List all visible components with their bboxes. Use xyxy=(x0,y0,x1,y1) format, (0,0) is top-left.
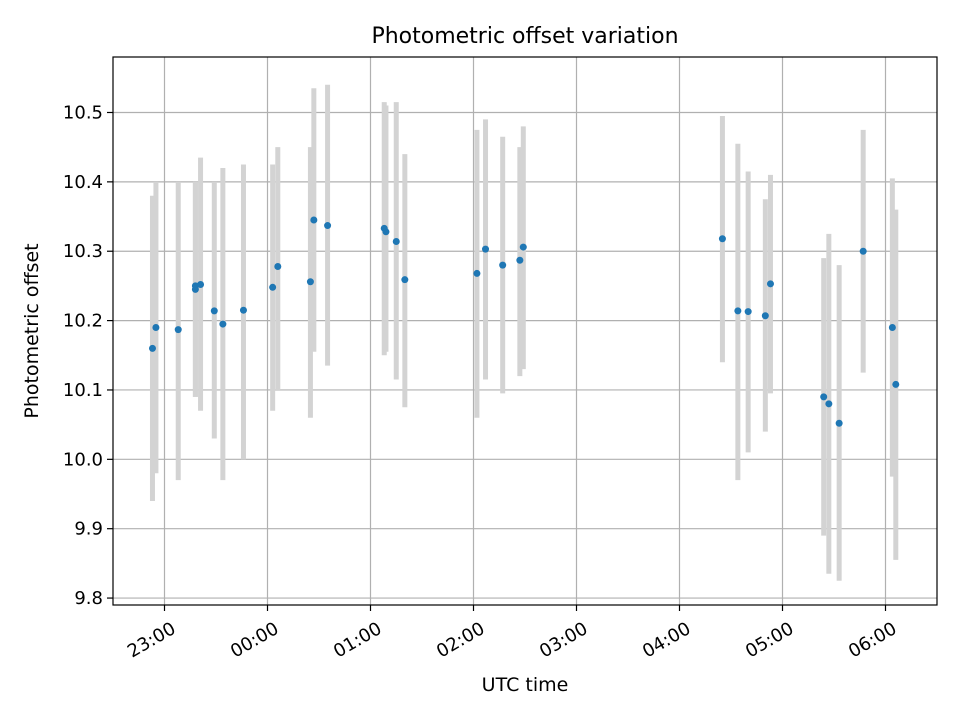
data-point xyxy=(310,216,318,224)
data-point xyxy=(324,222,332,230)
plot-frame xyxy=(112,56,938,606)
data-points xyxy=(148,216,900,427)
data-point xyxy=(761,312,769,320)
y-tick-label: 10.3 xyxy=(63,241,103,262)
data-point xyxy=(306,278,314,286)
x-axis-label: UTC time xyxy=(482,674,569,696)
data-point xyxy=(734,307,742,315)
y-tick-label: 10.2 xyxy=(63,311,103,332)
data-point xyxy=(825,400,833,408)
y-axis-label: Photometric offset xyxy=(21,243,43,418)
data-point xyxy=(859,247,867,255)
y-tick-label: 9.9 xyxy=(74,519,103,540)
chart-title: Photometric offset variation xyxy=(371,24,678,49)
data-point xyxy=(516,256,524,264)
y-tick-label: 10.1 xyxy=(63,380,103,401)
data-point xyxy=(888,324,896,332)
y-tick-label: 10.4 xyxy=(63,172,103,193)
data-point xyxy=(392,238,400,246)
data-point xyxy=(401,276,409,284)
data-point xyxy=(766,280,774,288)
data-point xyxy=(382,228,390,236)
data-point xyxy=(744,308,752,316)
data-point xyxy=(274,262,282,270)
data-point xyxy=(820,393,828,401)
data-point xyxy=(892,380,900,388)
data-point xyxy=(152,324,160,332)
data-point xyxy=(835,419,843,427)
data-point xyxy=(148,344,156,352)
data-point xyxy=(269,283,277,291)
data-point xyxy=(197,281,205,289)
data-point xyxy=(473,269,481,277)
data-point xyxy=(210,307,218,315)
data-point xyxy=(482,245,490,253)
y-tick-label: 9.8 xyxy=(74,588,103,609)
y-tick-label: 10.0 xyxy=(63,449,103,470)
data-point xyxy=(499,261,507,269)
data-point xyxy=(239,306,247,314)
data-point xyxy=(219,320,227,328)
data-point xyxy=(174,326,182,334)
y-tick-label: 10.5 xyxy=(63,102,103,123)
data-point xyxy=(718,235,726,243)
data-point xyxy=(519,243,527,251)
y-axis-ticks: 9.8 9.9 10.0 10.1 10.2 10.3 10.4 10.5 xyxy=(63,102,113,609)
